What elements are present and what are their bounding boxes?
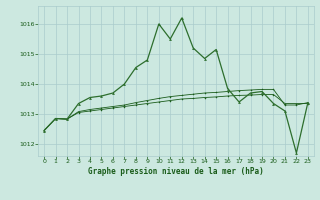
X-axis label: Graphe pression niveau de la mer (hPa): Graphe pression niveau de la mer (hPa) bbox=[88, 167, 264, 176]
